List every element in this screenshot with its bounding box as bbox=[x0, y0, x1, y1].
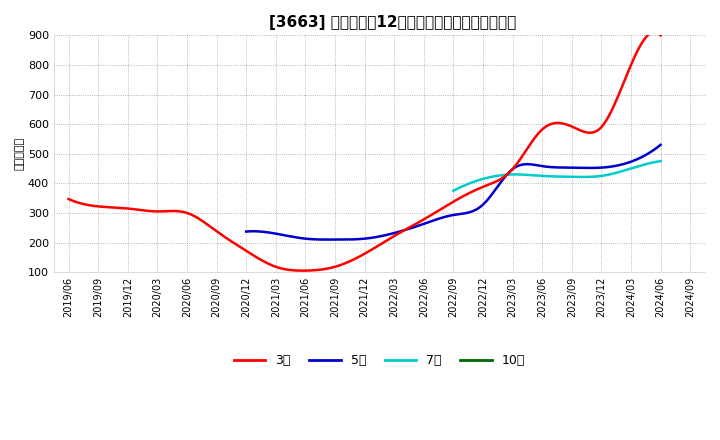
Legend: 3年, 5年, 7年, 10年: 3年, 5年, 7年, 10年 bbox=[229, 349, 530, 372]
Y-axis label: （百万円）: （百万円） bbox=[15, 137, 25, 170]
Title: [3663] 当期純利益12か月移動合計の平均値の推移: [3663] 当期純利益12か月移動合計の平均値の推移 bbox=[269, 15, 516, 30]
